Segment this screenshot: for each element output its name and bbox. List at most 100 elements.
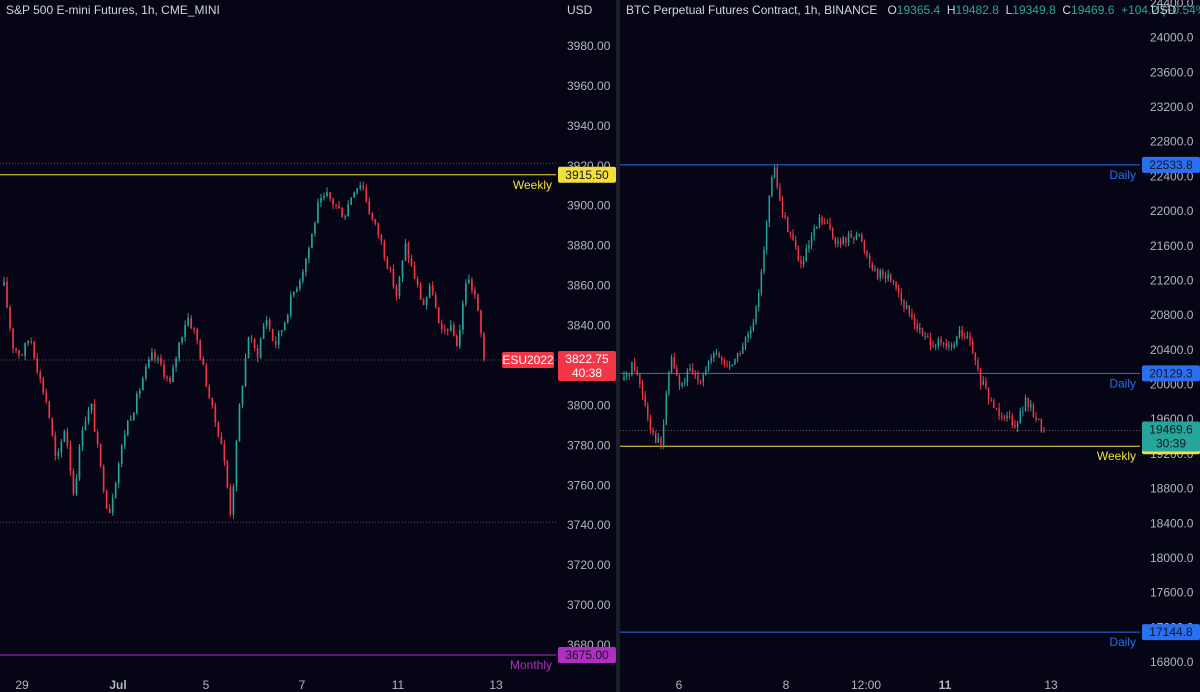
y-tick-label: 3860.00 bbox=[567, 279, 611, 293]
candle-body bbox=[792, 233, 794, 241]
candle-body bbox=[855, 234, 858, 240]
candle-body bbox=[633, 362, 636, 371]
candle-body bbox=[813, 228, 815, 237]
candle-body bbox=[686, 371, 689, 383]
candle-body bbox=[956, 336, 958, 345]
candle-body bbox=[1035, 416, 1037, 420]
candle-body bbox=[247, 337, 250, 358]
candle-body bbox=[187, 317, 189, 326]
candle-body bbox=[120, 445, 123, 464]
candle-body bbox=[908, 305, 911, 314]
candle-body bbox=[317, 202, 319, 224]
candle-body bbox=[428, 285, 431, 298]
candle-body bbox=[1030, 404, 1032, 408]
bar-countdown: 40:38 bbox=[572, 366, 602, 380]
candle-body bbox=[132, 412, 135, 420]
candle-body bbox=[235, 441, 238, 487]
candle-body bbox=[335, 204, 337, 206]
candle-body bbox=[1014, 425, 1016, 428]
candle-body bbox=[410, 258, 413, 266]
last-price-value: 19469.6 bbox=[1149, 423, 1193, 437]
btc-chart-pane[interactable]: 16800.017200.017600.018000.018400.018800… bbox=[620, 0, 1200, 692]
candle-body bbox=[123, 434, 126, 446]
candle-body bbox=[368, 201, 371, 214]
candle-body bbox=[842, 237, 844, 244]
candle-body bbox=[776, 167, 778, 188]
candle-body bbox=[24, 343, 26, 356]
candle-body bbox=[157, 358, 159, 360]
price-axis-background bbox=[1140, 0, 1200, 692]
candle-body bbox=[48, 401, 51, 418]
candle-body bbox=[81, 430, 84, 447]
btc-chart-canvas[interactable]: 16800.017200.017600.018000.018400.018800… bbox=[620, 0, 1200, 692]
x-tick-label: 12:00 bbox=[851, 678, 881, 692]
last-price-value: 3822.75 bbox=[565, 352, 609, 366]
candle-body bbox=[945, 343, 947, 346]
candle-body bbox=[853, 237, 855, 240]
candle-body bbox=[305, 258, 307, 272]
x-tick-label: 13 bbox=[489, 678, 503, 692]
y-tick-label: 17600.0 bbox=[1150, 586, 1194, 600]
candle-body bbox=[668, 371, 670, 394]
level-price-value: 20129.3 bbox=[1149, 366, 1193, 380]
candle-body bbox=[102, 465, 105, 492]
candle-body bbox=[647, 405, 649, 419]
candle-body bbox=[824, 222, 826, 224]
candle-body bbox=[226, 461, 229, 488]
candle-body bbox=[752, 322, 755, 331]
y-tick-label: 22800.0 bbox=[1150, 135, 1194, 149]
x-tick-label: 11 bbox=[392, 678, 405, 692]
candle-body bbox=[971, 341, 974, 353]
y-tick-label: 24000.0 bbox=[1150, 31, 1194, 45]
candle-body bbox=[773, 167, 776, 178]
last-price-tag bbox=[1142, 421, 1200, 452]
es-chart-canvas[interactable]: 3680.003700.003720.003740.003760.003780.… bbox=[0, 0, 616, 692]
btc-symbol-label: BTC Perpetual Futures Contract, 1h, BINA… bbox=[626, 3, 878, 17]
candle-body bbox=[858, 234, 860, 236]
candle-body bbox=[757, 293, 760, 308]
candle-body bbox=[39, 372, 42, 379]
candle-body bbox=[277, 332, 280, 345]
candle-body bbox=[868, 255, 871, 264]
candle-body bbox=[874, 269, 876, 271]
level-price-tag bbox=[558, 646, 616, 663]
symbol-tag-label: ESU2022 bbox=[502, 353, 554, 367]
candle-body bbox=[18, 350, 20, 356]
candle-body bbox=[111, 498, 114, 513]
candle-body bbox=[437, 307, 440, 324]
candle-body bbox=[879, 270, 881, 278]
candle-body bbox=[1016, 423, 1019, 428]
candle-body bbox=[256, 348, 259, 358]
candle-body bbox=[699, 381, 702, 383]
candle-body bbox=[262, 325, 265, 339]
candle-body bbox=[747, 333, 749, 338]
candle-body bbox=[362, 185, 365, 188]
candle-body bbox=[924, 336, 926, 338]
y-tick-label: 23200.0 bbox=[1150, 100, 1194, 114]
candle-body bbox=[789, 232, 792, 234]
candle-body bbox=[36, 358, 39, 373]
candle-body bbox=[736, 353, 739, 360]
y-tick-label: 23600.0 bbox=[1150, 65, 1194, 79]
candle-body bbox=[63, 430, 66, 442]
es-axis-unit: USD bbox=[567, 3, 593, 17]
candle-body bbox=[649, 418, 652, 431]
candle-body bbox=[681, 383, 683, 387]
es-chart-pane[interactable]: 3680.00 3700.00 3720.00 3740.00 3760.00 3780.… bbox=[0, 0, 616, 692]
candle-body bbox=[419, 284, 422, 300]
candle-body bbox=[1032, 404, 1035, 417]
candle-body bbox=[948, 345, 950, 347]
candle-body bbox=[876, 269, 879, 278]
candle-body bbox=[731, 364, 734, 366]
candle-body bbox=[84, 421, 87, 431]
candle-body bbox=[208, 386, 211, 398]
candle-body bbox=[691, 368, 694, 373]
candle-body bbox=[866, 250, 868, 256]
y-tick-label: 21600.0 bbox=[1150, 239, 1194, 253]
x-tick-label: 13 bbox=[1044, 678, 1058, 692]
candle-body bbox=[151, 352, 153, 360]
candle-body bbox=[136, 393, 138, 413]
pane-divider[interactable] bbox=[616, 0, 620, 692]
y-tick-label: 3840.00 bbox=[567, 319, 611, 333]
candle-body bbox=[446, 329, 449, 331]
